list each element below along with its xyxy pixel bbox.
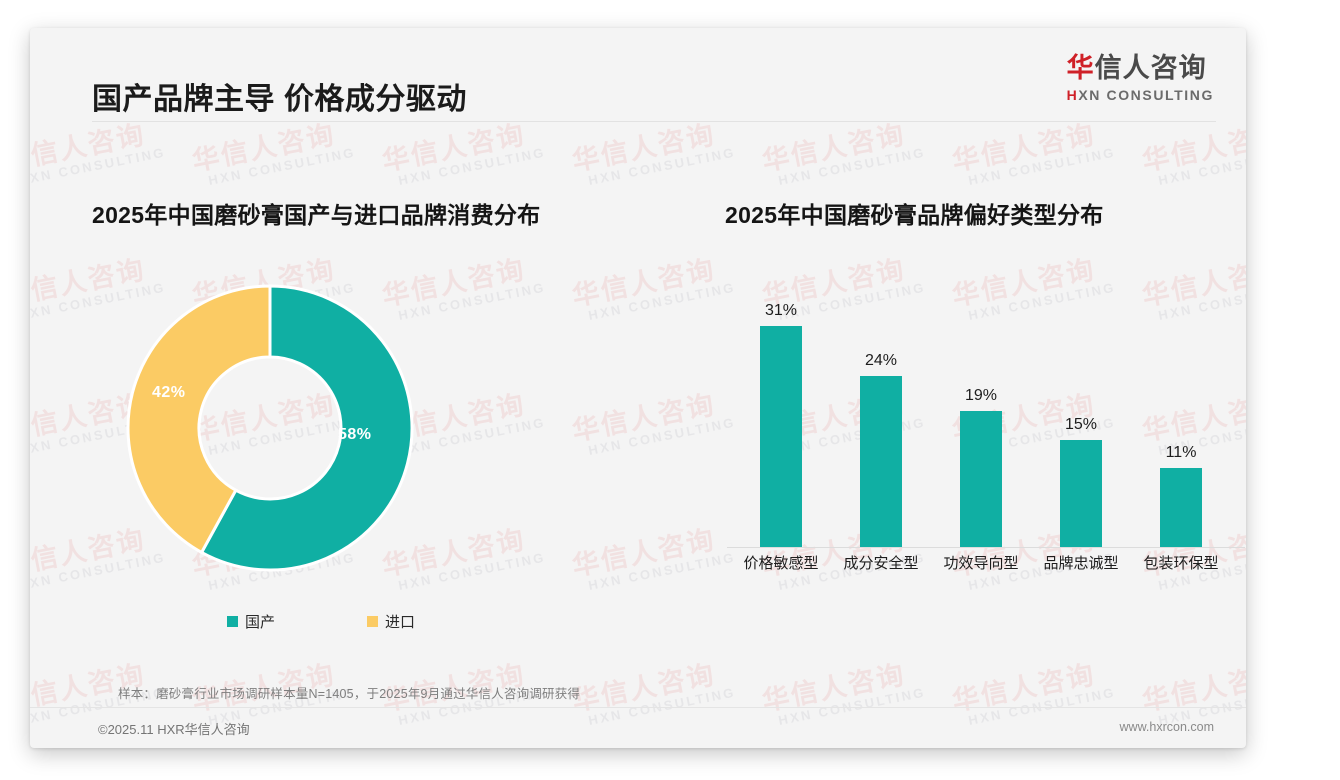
bar-chart-panel: 2025年中国磨砂膏品牌偏好类型分布 31% 价格敏感型 24% 成分安全型 19% 功效…: [725, 196, 1245, 666]
bar-chart-axis: [727, 547, 1245, 548]
bar-category-label: 成分安全型: [843, 555, 919, 572]
footer-website[interactable]: www.hxrcon.com: [1119, 720, 1214, 734]
donut-slice[interactable]: [199, 284, 414, 572]
logo-english-rest: XN CONSULTING: [1078, 86, 1214, 103]
bar-value-label: 19%: [964, 387, 998, 404]
bar-category-label: 包装环保型: [1143, 555, 1219, 572]
company-logo: 华信人咨询 HXN CONSULTING: [1066, 53, 1214, 103]
bar-category-label: 品牌忠诚型: [1043, 555, 1119, 572]
legend-swatch-icon: [367, 616, 379, 627]
bar-chart: 31% 价格敏感型 24% 成分安全型 19% 功效导向型 15% 品牌忠诚型 11% 包装环保型: [725, 258, 1245, 578]
bar-value-label: 31%: [764, 302, 798, 319]
bar-category-label: 功效导向型: [943, 555, 1019, 572]
logo-chinese: 华信人咨询: [1066, 53, 1214, 84]
donut-slice-label-import: 42%: [152, 384, 186, 401]
bar-group: 31% 价格敏感型: [731, 302, 831, 572]
bar-chart-title: 2025年中国磨砂膏品牌偏好类型分布: [725, 202, 1104, 228]
bar-rect[interactable]: [1160, 468, 1202, 547]
legend-item-import[interactable]: 进口: [367, 611, 415, 632]
bar-rect[interactable]: [760, 326, 802, 547]
legend-swatch-icon: [227, 616, 238, 627]
bar-value-label: 11%: [1165, 444, 1197, 461]
donut-chart: 58% 42%: [110, 268, 430, 588]
donut-chart-panel: 2025年中国磨砂膏国产与进口品牌消费分布 58% 42% 国产 进口: [92, 196, 672, 666]
donut-legend: 国产 进口: [227, 611, 415, 632]
donut-svg: [126, 284, 414, 572]
slide-card: 华信人咨询 HXN CONSULTING 华信人咨询 HXN CONSULTING 华信…: [30, 28, 1246, 748]
bar-rect[interactable]: [960, 411, 1002, 547]
logo-english: HXN CONSULTING: [1067, 87, 1214, 103]
bar-group: 19% 功效导向型: [931, 387, 1031, 572]
legend-item-domestic[interactable]: 国产: [227, 611, 275, 632]
bar-group: 11% 包装环保型: [1131, 444, 1231, 572]
logo-chinese-rest: 信人咨询: [1094, 53, 1207, 83]
footer-copyright: ©2025.11 HXR华信人咨询: [98, 722, 250, 737]
footer-divider: [30, 707, 1246, 708]
bar-category-label: 价格敏感型: [743, 555, 819, 572]
bar-rect[interactable]: [1060, 440, 1102, 547]
bar-value-label: 24%: [864, 352, 898, 369]
bar-value-label: 15%: [1064, 416, 1098, 433]
bar-group: 15% 品牌忠诚型: [1031, 416, 1131, 572]
donut-slice[interactable]: [126, 284, 272, 555]
page-title: 国产品牌主导 价格成分驱动: [92, 83, 467, 116]
bar-group: 24% 成分安全型: [831, 352, 931, 572]
legend-label-import: 进口: [385, 614, 416, 631]
slide-header: 国产品牌主导 价格成分驱动 华信人咨询 HXN CONSULTING: [30, 28, 1246, 118]
sample-footnote: 样本：磨砂膏行业市场调研样本量N=1405，于2025年9月通过华信人咨询调研获…: [118, 687, 581, 701]
bar-rect[interactable]: [860, 376, 902, 547]
logo-chinese-accent: 华: [1066, 53, 1095, 83]
legend-label-domestic: 国产: [245, 614, 276, 631]
logo-english-accent: H: [1066, 86, 1079, 103]
header-divider: [92, 121, 1216, 122]
donut-chart-title: 2025年中国磨砂膏国产与进口品牌消费分布: [92, 202, 541, 228]
donut-slice-label-domestic: 58%: [338, 426, 372, 443]
